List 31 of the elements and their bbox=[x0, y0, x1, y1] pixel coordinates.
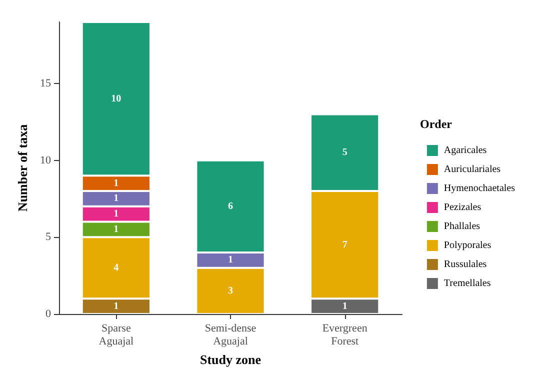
data-label: 1 bbox=[228, 254, 233, 266]
legend-label: Tremellales bbox=[444, 278, 491, 289]
legend-label: Phallales bbox=[444, 221, 480, 232]
y-tick-label: 0 bbox=[46, 308, 52, 320]
legend-label: Polyporales bbox=[444, 240, 492, 251]
legend-title: Order bbox=[420, 117, 453, 131]
data-label: 10 bbox=[111, 93, 122, 104]
data-label: 4 bbox=[114, 262, 119, 274]
data-label: 1 bbox=[342, 300, 348, 312]
x-tick-label: Evergreen Forest bbox=[322, 322, 368, 348]
y-axis-title: Number of taxa bbox=[15, 124, 30, 212]
data-label: 1 bbox=[114, 224, 119, 235]
data-label: 1 bbox=[114, 193, 119, 204]
data-label: 1 bbox=[114, 300, 119, 312]
x-tick-label: Sparse Aguajal bbox=[98, 322, 134, 348]
data-label: 5 bbox=[342, 147, 348, 158]
data-label: 1 bbox=[114, 208, 119, 220]
data-label: 3 bbox=[228, 285, 233, 296]
data-label: 6 bbox=[228, 200, 233, 212]
y-tick-label: 10 bbox=[40, 154, 52, 166]
data-label: 1 bbox=[114, 178, 119, 189]
legend-label: Pezizales bbox=[444, 202, 482, 213]
legend-label: Auriculariales bbox=[444, 164, 501, 175]
data-label: 7 bbox=[342, 239, 348, 250]
legend-label: Agaricales bbox=[444, 145, 487, 156]
y-tick-label: 5 bbox=[46, 231, 52, 244]
y-tick-label: 15 bbox=[40, 77, 52, 90]
x-axis-title: Study zone bbox=[200, 352, 262, 367]
legend-label: Russulales bbox=[444, 259, 487, 270]
legend-label: Hymenochaetales bbox=[444, 183, 516, 194]
x-tick-label: Semi-dense Aguajal bbox=[204, 322, 256, 348]
